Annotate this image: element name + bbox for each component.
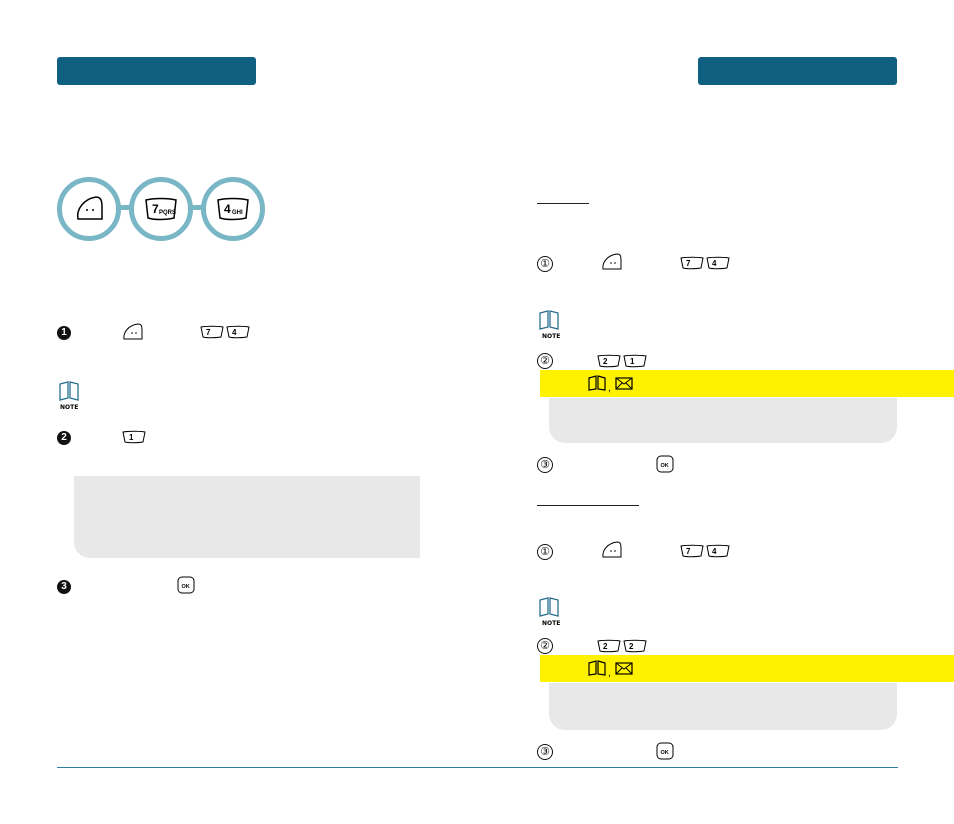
note-book-icon <box>539 597 559 617</box>
key-4-number: 4 <box>224 202 231 216</box>
info-panel <box>549 683 897 730</box>
svg-text:7: 7 <box>206 328 211 337</box>
path-step-menu <box>57 177 121 241</box>
ok-key-icon: OK <box>177 576 195 594</box>
key-1-icon: 1 <box>623 354 647 368</box>
svg-text:7: 7 <box>686 259 691 268</box>
step-marker-3: 3 <box>57 580 71 594</box>
key-2-icon: 2 <box>597 639 621 653</box>
ok-key-icon: OK <box>656 455 674 473</box>
note-label: NOTE <box>60 404 79 411</box>
svg-text:2: 2 <box>603 642 608 651</box>
envelope-icon <box>615 377 633 390</box>
ok-key-icon: OK <box>656 742 674 760</box>
svg-text:1: 1 <box>630 357 635 366</box>
envelope-icon <box>615 662 633 675</box>
step-marker-2: ② <box>537 638 553 654</box>
key-7-icon: 7 <box>680 544 704 558</box>
key-7-number: 7 <box>152 202 159 216</box>
note-book-icon <box>539 310 559 330</box>
svg-text:4: 4 <box>232 328 237 337</box>
key-4-ghi-icon: 4 GHI <box>217 197 249 221</box>
note-label: NOTE <box>542 620 561 627</box>
path-step-7: 7 PQRS <box>129 177 193 241</box>
phonebook-icon <box>588 660 606 676</box>
menu-key-icon <box>76 196 103 220</box>
info-panel <box>549 398 897 443</box>
key-4-icon: 4 <box>706 544 730 558</box>
step-marker-2: 2 <box>57 431 71 445</box>
svg-text:OK: OK <box>661 750 669 756</box>
highlight-bar <box>540 370 954 397</box>
key-4-letters: GHI <box>232 210 243 216</box>
key-2-icon: 2 <box>597 354 621 368</box>
highlight-bar <box>540 655 954 682</box>
note-label: NOTE <box>542 333 561 340</box>
key-7-letters: PQRS <box>159 210 176 216</box>
section-heading-underline <box>537 505 639 506</box>
separator-comma: , <box>608 668 611 679</box>
path-step-4: 4 GHI <box>201 177 265 241</box>
step-marker-2: ② <box>537 353 553 369</box>
svg-text:1: 1 <box>129 433 134 442</box>
step-marker-3: ③ <box>537 457 553 473</box>
note-book-icon <box>59 381 79 401</box>
key-2-icon: 2 <box>623 639 647 653</box>
step-marker-1: ① <box>537 544 553 560</box>
svg-text:OK: OK <box>182 584 190 590</box>
svg-text:4: 4 <box>712 547 717 556</box>
right-header-tab <box>698 57 897 85</box>
key-4-icon: 4 <box>706 256 730 270</box>
svg-text:2: 2 <box>603 357 608 366</box>
svg-text:OK: OK <box>661 463 669 469</box>
key-1-icon: 1 <box>122 430 146 444</box>
svg-text:7: 7 <box>686 547 691 556</box>
step-marker-1: ① <box>537 256 553 272</box>
menu-key-icon <box>602 253 622 270</box>
left-header-tab <box>57 57 256 85</box>
footer-rule <box>57 767 898 768</box>
menu-key-icon <box>602 541 622 558</box>
step-marker-1: 1 <box>57 326 71 340</box>
menu-key-icon <box>123 323 143 340</box>
separator-comma: , <box>608 383 611 394</box>
phonebook-icon <box>588 375 606 391</box>
section-heading-underline <box>537 203 589 204</box>
key-7-pqrs-icon: 7 PQRS <box>145 197 177 221</box>
key-7-icon: 7 <box>200 325 224 339</box>
key-4-icon: 4 <box>226 325 250 339</box>
key-7-icon: 7 <box>680 256 704 270</box>
svg-text:4: 4 <box>712 259 717 268</box>
info-panel <box>74 476 420 558</box>
step-marker-3: ③ <box>537 744 553 760</box>
svg-text:2: 2 <box>629 642 634 651</box>
